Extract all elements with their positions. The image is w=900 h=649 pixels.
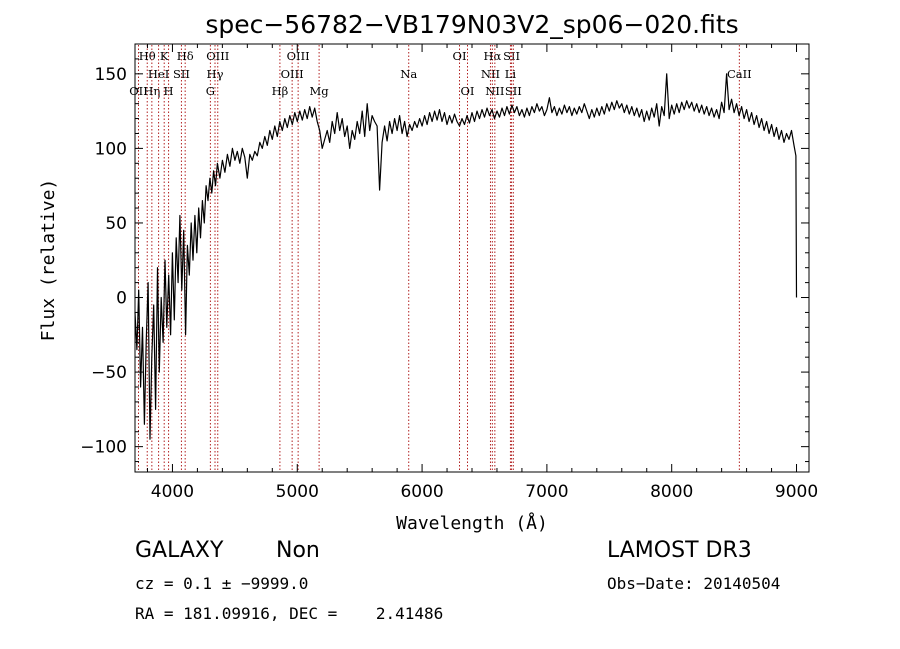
x-tick-label-3: 7000 (525, 482, 568, 502)
observation-date: Obs−Date: 20140504 (607, 574, 781, 593)
y-tick-label-2: 0 (116, 289, 127, 309)
line-label-3: Hδ (177, 49, 194, 63)
line-label-11: Mg (310, 84, 330, 98)
line-label-19: SII (505, 84, 522, 98)
spectral-lines: OII K H Hδ SII G Hγ OIII Hβ OIII OIII Mg Na OI OI NII Hα… (129, 45, 752, 471)
line-label-15: NII (481, 67, 500, 81)
survey-name: LAMOST DR3 (607, 538, 752, 563)
line-label-1: K (160, 49, 169, 63)
line-label-9: OIII (281, 67, 304, 81)
spectrum-series (134, 73, 798, 440)
redshift-value: cz = 0.1 ± −9999.0 (135, 574, 309, 593)
line-label-2: H (164, 84, 174, 98)
x-tick-label-1: 5000 (276, 482, 319, 502)
line-label-13: OI (453, 49, 467, 63)
x-axis-label: Wavelength (Å) (396, 512, 548, 534)
y-tick-label-5: 150 (95, 65, 127, 85)
x-tick-label-2: 6000 (400, 482, 443, 502)
line-label-0: OII (129, 84, 148, 98)
object-subclass: Non (276, 538, 320, 563)
line-label-12: Na (400, 67, 417, 81)
chart-title: spec−56782−VB179N03V2_sp06−020.fits (205, 10, 738, 39)
line-label-22: Hη (143, 84, 160, 98)
line-label-20: Li (505, 67, 517, 81)
line-label-6: Hγ (207, 67, 224, 81)
line-label-5: G (206, 84, 215, 98)
x-tick-label-4: 8000 (650, 482, 693, 502)
line-label-23: HeI (148, 67, 169, 81)
x-tick-label-5: 9000 (775, 482, 818, 502)
line-label-16: Hα (483, 49, 501, 63)
line-label-7: OIII (206, 49, 229, 63)
y-axis-label: Flux (relative) (38, 179, 59, 342)
axis-ticks: 4000 5000 6000 7000 8000 9000 −100 −50 0 50 100 150 (80, 43, 818, 502)
object-class: GALAXY (135, 538, 224, 563)
line-label-10: OIII (287, 49, 310, 63)
line-label-17: NII (485, 84, 504, 98)
line-label-21: Hθ (139, 49, 156, 63)
line-label-8: Hβ (272, 84, 289, 98)
line-label-4: SII (173, 67, 190, 81)
y-tick-label-3: 50 (105, 214, 127, 234)
line-label-14: OI (461, 84, 475, 98)
coordinates: RA = 181.09916, DEC = 2.41486 (135, 604, 444, 623)
line-label-24: CaII (727, 67, 752, 81)
y-tick-label-0: −100 (80, 438, 127, 458)
line-label-18: SII (503, 49, 520, 63)
spectrum-line-0 (134, 73, 798, 440)
y-tick-label-4: 100 (95, 139, 127, 159)
y-tick-label-1: −50 (91, 363, 127, 383)
x-tick-label-0: 4000 (151, 482, 194, 502)
plot-frame (134, 43, 810, 473)
